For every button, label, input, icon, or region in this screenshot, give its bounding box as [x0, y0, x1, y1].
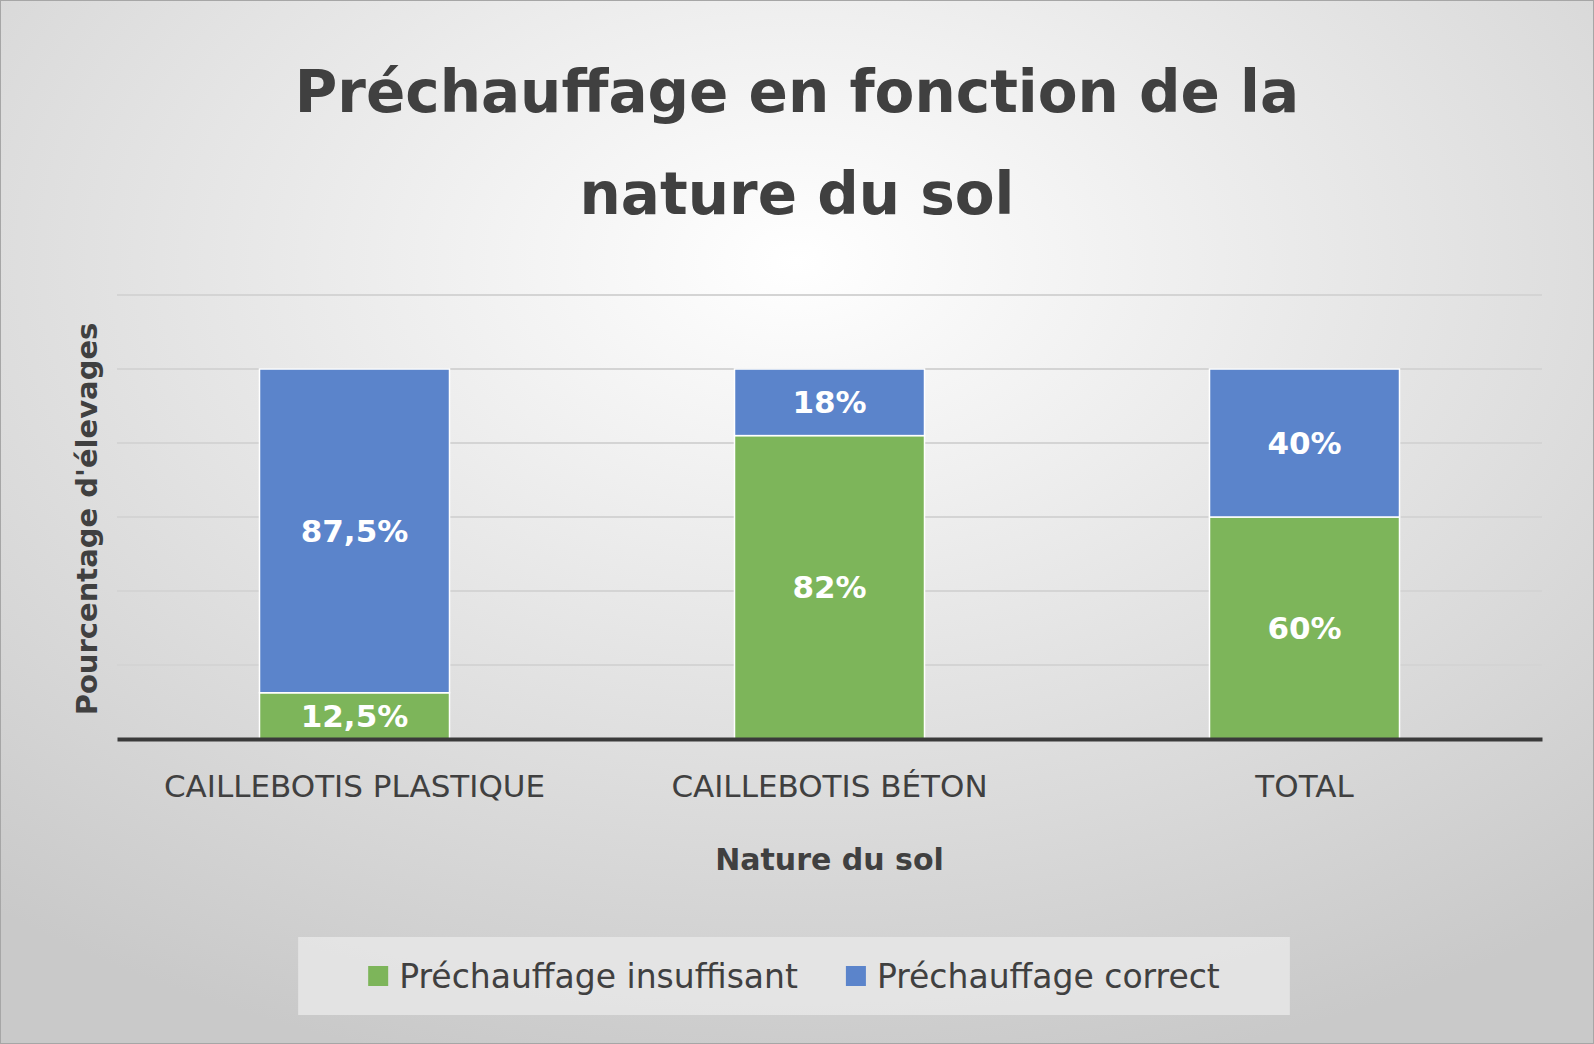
- y-axis-title: Pourcentage d'élevages: [70, 323, 104, 716]
- legend: Préchauffage insuffisant Préchauffage cor…: [298, 937, 1290, 1015]
- axis-line: [118, 738, 1543, 742]
- bars: [260, 369, 1400, 739]
- x-axis: CAILLEBOTIS PLASTIQUE CAILLEBOTIS BÉTON TO…: [118, 739, 1543, 804]
- x-axis-title: Nature du sol: [715, 842, 944, 877]
- title: Préchauffage en fonction de lanature du …: [295, 58, 1299, 228]
- data-label: 60%: [1267, 610, 1341, 646]
- legend-swatch: [846, 966, 866, 986]
- legend-item: Préchauffage correct: [846, 957, 1220, 996]
- tick-label: CAILLEBOTIS PLASTIQUE: [164, 768, 545, 804]
- bar: [260, 369, 450, 693]
- legend-box: [298, 937, 1290, 1015]
- bar: [735, 436, 925, 739]
- bar: [1210, 369, 1400, 517]
- tick: TOTAL: [1254, 739, 1354, 804]
- tick-label: TOTAL: [1254, 768, 1354, 804]
- data-label: 18%: [792, 384, 866, 420]
- grid-line: [117, 738, 1542, 740]
- bar: [735, 369, 925, 436]
- data-label: 82%: [792, 569, 866, 605]
- bar: [260, 693, 450, 739]
- grid: [117, 295, 1542, 739]
- legend-label: Préchauffage insuffisant: [399, 957, 798, 996]
- legend-swatch: [368, 966, 388, 986]
- data-labels: 12,5% 82% 60% 87,5% 18% 40%: [301, 384, 1342, 734]
- background: [1, 1, 1594, 1044]
- tick: CAILLEBOTIS PLASTIQUE: [164, 739, 545, 804]
- grid-line: [117, 294, 1542, 296]
- tick: CAILLEBOTIS BÉTON: [671, 739, 987, 804]
- tick-label: CAILLEBOTIS BÉTON: [671, 768, 987, 804]
- data-label: 12,5%: [301, 698, 409, 734]
- legend-item: Préchauffage insuffisant: [368, 957, 798, 996]
- data-label: 40%: [1267, 425, 1341, 461]
- bar: [1210, 517, 1400, 739]
- chart: Préchauffage en fonction de lanature du …: [0, 0, 1594, 1044]
- legend-label: Préchauffage correct: [877, 957, 1220, 996]
- series: [260, 369, 1400, 693]
- data-label: 87,5%: [301, 513, 409, 549]
